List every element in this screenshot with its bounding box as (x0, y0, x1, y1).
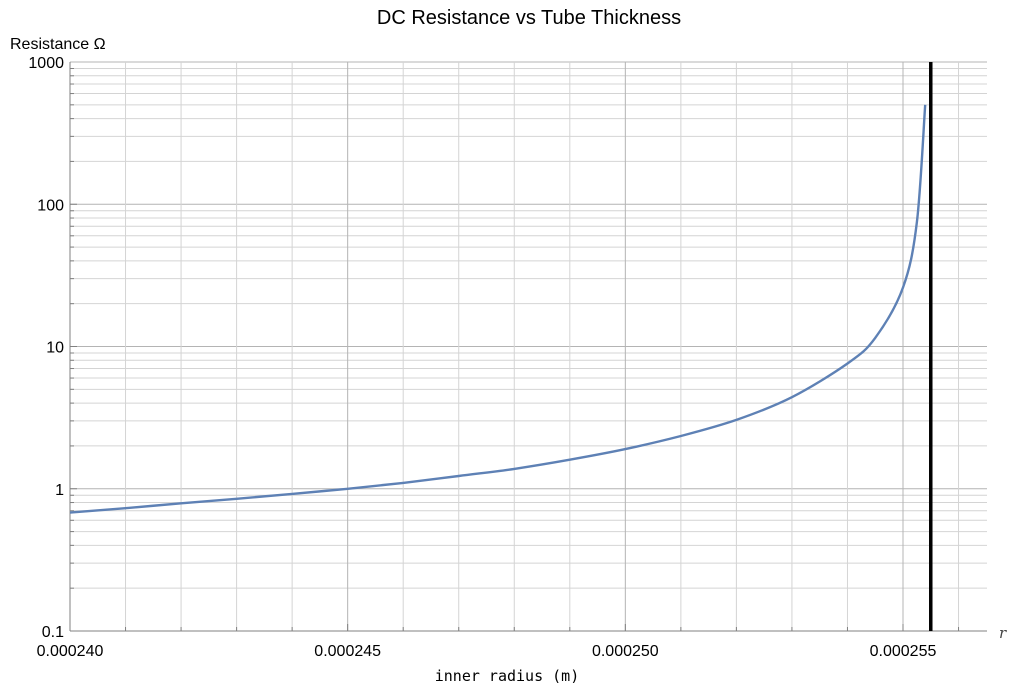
x-axis-label: inner radius (m) (435, 667, 580, 685)
series-group (69, 104, 927, 514)
x-tick-label: 0.000245 (314, 643, 381, 660)
tick-labels: 0.1 1 10 100 1000 0.000240 0.000245 0.000250 0.0… (28, 55, 936, 660)
y-tick-label: 0.1 (42, 624, 64, 641)
x-tick-label: 0.000255 (870, 643, 937, 660)
y-tick-label: 1000 (28, 55, 64, 72)
y-tick-label: 10 (46, 340, 64, 357)
y-tick-label: 100 (37, 197, 64, 214)
x-tick-label: 0.000240 (37, 643, 104, 660)
grid (69, 61, 987, 632)
chart-title: DC Resistance vs Tube Thickness (377, 7, 681, 29)
series-line (69, 104, 927, 514)
x-tick-label: 0.000250 (592, 643, 659, 660)
y-tick-label: 1 (55, 482, 64, 499)
y-axis-label: Resistance Ω (10, 36, 106, 53)
axes (69, 62, 987, 632)
axis-variable-label: r (999, 624, 1007, 642)
